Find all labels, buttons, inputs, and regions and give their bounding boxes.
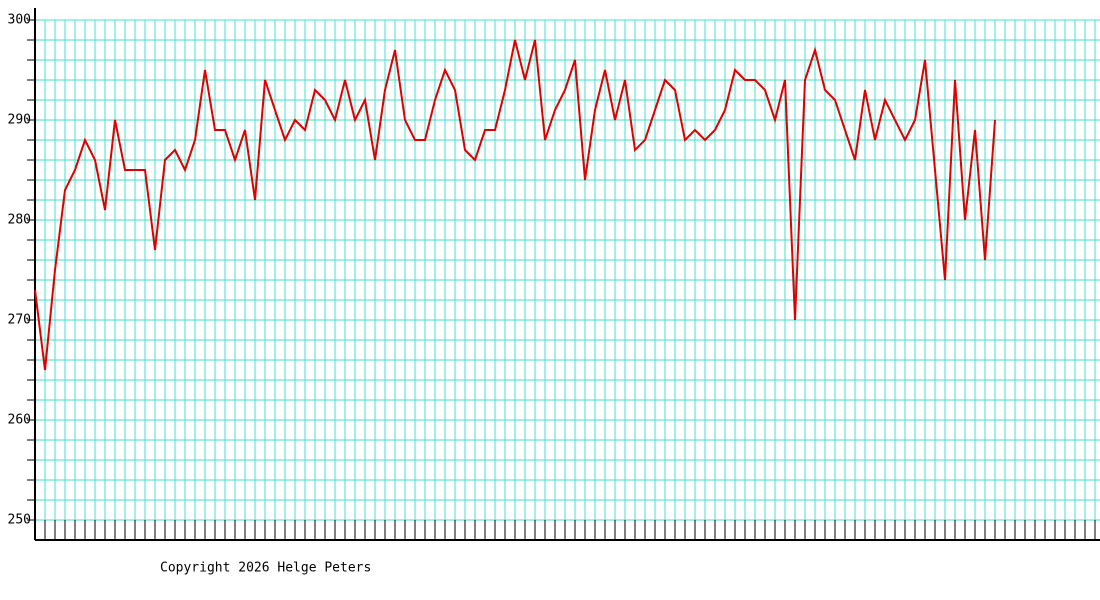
footer: Copyright 2026 Helge Peters (160, 561, 371, 576)
line-series (34, 39, 996, 371)
y-tick-label: 270 (8, 313, 31, 328)
y-tick-label: 280 (8, 213, 31, 228)
y-tick-label: 260 (8, 413, 31, 428)
y-tick-label: 290 (8, 113, 31, 128)
y-tick-label: 300 (8, 13, 31, 28)
y-tick-label: 250 (8, 513, 31, 528)
